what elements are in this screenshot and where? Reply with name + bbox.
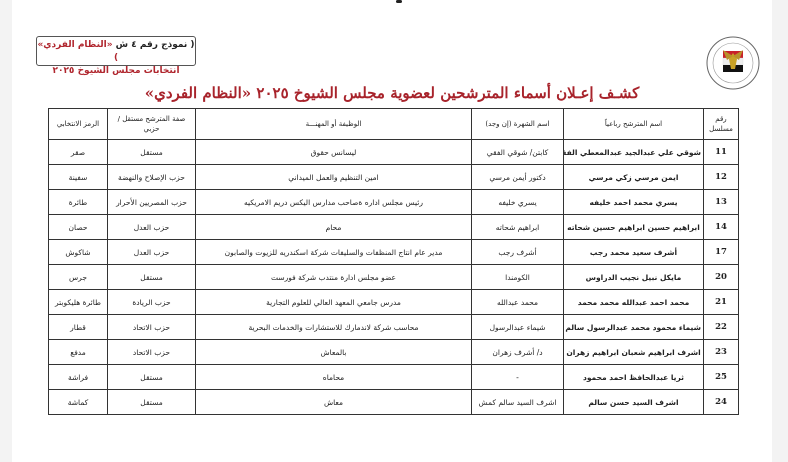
table-row: 12 ايمن مرسي زكي مرسي دكتور أيمن مرسي امين … [48,164,739,190]
col-name: اسم المترشح رباعياً [563,108,704,140]
cell-serial: 25 [703,364,739,390]
cell-name: ثريا عبدالحافظ احمد محمود [563,364,704,390]
model-system: «النظام الفردي» ) [37,40,119,63]
cell-affiliation: مستقل [107,264,196,290]
cell-affiliation: حزب الريادة [107,289,196,315]
cell-occupation: مدير عام انتاج المنظفات والسليفات شركة ا… [195,239,472,265]
cell-affiliation: حزب الاتحاد [107,339,196,365]
model-election: انتخابات مجلس الشيوخ ٢٠٢٥ [52,66,180,76]
col-serial: رقم مسلسل [703,108,739,140]
candidates-table: رقم مسلسل اسم المترشح رباعياً اسم الشهرة… [48,108,739,415]
cell-occupation: محاسب شركة لاندمارك للاستشارات والخدمات … [195,314,472,340]
table-row: 13 يسري محمد احمد خليفه يسري خليفه رئيس مجل… [48,189,739,215]
table-row: 14 ابراهيم حسين ابراهيم حسين شحاته ابراهيم… [48,214,739,240]
cell-serial: 20 [703,264,739,290]
cell-nickname: محمد عبدالله [471,289,564,315]
cell-symbol: طائرة هليكوبتر [48,289,108,315]
cell-nickname: دكتور أيمن مرسي [471,164,564,190]
cell-name: مايكل نبيل نجيب الدراوس [563,264,704,290]
model-label: ( نموذج رقم ٤ ش [112,40,195,50]
cell-symbol: صقر [48,139,108,165]
cell-symbol: حصان [48,214,108,240]
page-title: كشـف إعـلان أسماء المترشحين لعضوية مجلس … [144,84,640,102]
cell-serial: 14 [703,214,739,240]
cell-symbol: جرس [48,264,108,290]
cell-affiliation: حزب الاتحاد [107,314,196,340]
cell-name: محمد احمد عبدالله محمد محمد [563,289,704,315]
cell-serial: 11 [703,139,739,165]
cell-occupation: محام [195,214,472,240]
col-affiliation: صفة المترشح مستقل / حزبي [107,108,196,140]
cell-occupation: معاش [195,389,472,415]
cell-occupation: امين التنظيم والعمل الميداني [195,164,472,190]
cell-occupation: بالمعاش [195,339,472,365]
cell-name: ابراهيم حسين ابراهيم حسين شحاته [563,214,704,240]
cell-symbol: قطار [48,314,108,340]
table-row: 11 شوقي علي عبدالجيد عبدالمعطي الفقي كابتن… [48,139,739,165]
cell-name: أشرف سعيد محمد رجب [563,239,704,265]
table-row: 20 مايكل نبيل نجيب الدراوس الكومندا عضو مجل… [48,264,739,290]
cell-serial: 22 [703,314,739,340]
cell-symbol: مدفع [48,339,108,365]
cell-symbol: فراشة [48,364,108,390]
cell-nickname: الكومندا [471,264,564,290]
col-occupation: الوظيفة أو المهنـــة [195,108,472,140]
cell-occupation: مدرس جامعي المعهد العالي للعلوم التجارية [195,289,472,315]
cell-nickname: - [471,364,564,390]
cell-nickname: يسري خليفه [471,189,564,215]
cell-name: شوقي علي عبدالجيد عبدالمعطي الفقي [563,139,704,165]
cell-affiliation: حزب الإصلاح والنهضة [107,164,196,190]
cell-affiliation: مستقل [107,139,196,165]
cell-occupation: عضو مجلس ادارة منتدب شركة فورست [195,264,472,290]
cell-nickname: كابتن/ شوقي الفقي [471,139,564,165]
cell-affiliation: حزب المصريين الأحرار [107,189,196,215]
table-row: 24 اشرف السيد حسن سالم اشرف السيد سالم كمش… [48,389,739,415]
cell-serial: 24 [703,389,739,415]
col-nickname: اسم الشهرة (إن وجد) [471,108,564,140]
table-header-row: رقم مسلسل اسم المترشح رباعياً اسم الشهرة… [48,108,739,140]
cell-name: ايمن مرسي زكي مرسي [563,164,704,190]
cell-name: يسري محمد احمد خليفه [563,189,704,215]
cell-serial: 17 [703,239,739,265]
table-row: 23 اشرف ابراهيم شعبان ابراهيم زهران د/ أشر… [48,339,739,365]
cell-occupation: محاماه [195,364,472,390]
cell-nickname: شيماء عبدالرسول [471,314,564,340]
cell-name: اشرف السيد حسن سالم [563,389,704,415]
cell-nickname: أشرف رجب [471,239,564,265]
cell-occupation: ليسانس حقوق [195,139,472,165]
cell-serial: 12 [703,164,739,190]
table-row: 22 شيماء محمود محمد عبدالرسول سالم شيماء ع… [48,314,739,340]
cell-symbol: كماشة [48,389,108,415]
cell-name: شيماء محمود محمد عبدالرسول سالم [563,314,704,340]
cell-affiliation: مستقل [107,364,196,390]
col-symbol: الرمز الانتخابي [48,108,108,140]
cell-serial: 23 [703,339,739,365]
cell-symbol: شاكوش [48,239,108,265]
egypt-emblem-logo [706,36,760,90]
document-page: ( نموذج رقم ٤ ش «النظام الفردي» ) انتخاب… [12,0,772,462]
cell-affiliation: مستقل [107,389,196,415]
cell-affiliation: حزب العدل [107,239,196,265]
cell-affiliation: حزب العدل [107,214,196,240]
cell-name: اشرف ابراهيم شعبان ابراهيم زهران [563,339,704,365]
cell-nickname: ابراهيم شحاته [471,214,564,240]
cell-symbol: سفينة [48,164,108,190]
page-fragment [396,0,402,3]
cell-nickname: د/ أشرف زهران [471,339,564,365]
cell-serial: 21 [703,289,739,315]
cell-serial: 13 [703,189,739,215]
cell-nickname: اشرف السيد سالم كمش [471,389,564,415]
table-row: 25 ثريا عبدالحافظ احمد محمود - محاماه مستقل ف… [48,364,739,390]
table-row: 21 محمد احمد عبدالله محمد محمد محمد عبدالل… [48,289,739,315]
cell-occupation: رئيس مجلس اداره ةصاحب مدارس اليكس دريم ا… [195,189,472,215]
form-model-box: ( نموذج رقم ٤ ش «النظام الفردي» ) انتخاب… [36,36,196,76]
cell-symbol: طائرة [48,189,108,215]
table-row: 17 أشرف سعيد محمد رجب أشرف رجب مدير عام انت… [48,239,739,265]
